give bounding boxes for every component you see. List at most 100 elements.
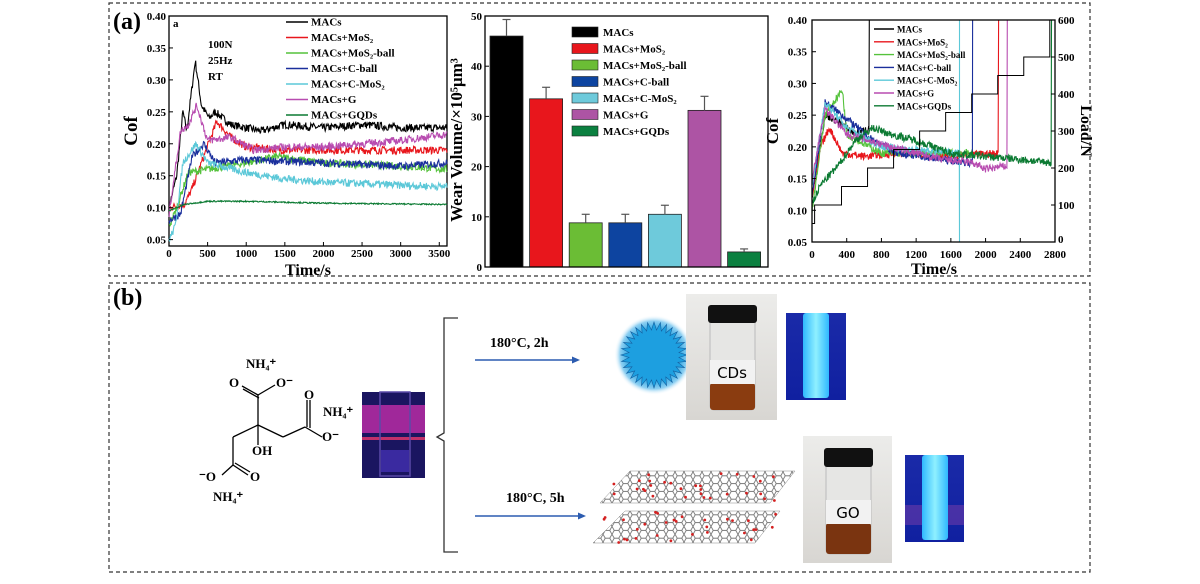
oxygen-atom xyxy=(731,519,734,522)
legend-label: MACs+C-ball xyxy=(603,77,669,89)
x-tick-label: 0 xyxy=(166,248,172,260)
x-tick-label: 2500 xyxy=(351,248,374,260)
bar xyxy=(648,213,682,268)
series-line-1 xyxy=(168,119,448,212)
y2-tick-label: 100 xyxy=(1058,200,1075,212)
legend: MACs MACs+MoS₂ MACs+MoS₂-ball MACs+C-ball MA… xyxy=(286,17,395,122)
legend-label: MACs+GQDs xyxy=(897,101,952,111)
legend-label: MACs+C-ball xyxy=(897,63,952,73)
y-tick-label: 0.25 xyxy=(147,107,167,119)
legend-label: MACs xyxy=(603,27,634,39)
carboxyl-o-left: O xyxy=(250,469,260,484)
x-tick-label: 1600 xyxy=(940,249,963,261)
series-line-6 xyxy=(168,199,448,212)
panel-b-frame xyxy=(108,282,1091,573)
y-tick-label: 0.10 xyxy=(788,205,808,217)
y-tick-label: 0.40 xyxy=(788,15,808,27)
panel-a-frame xyxy=(108,2,1091,277)
oxygen-atom xyxy=(772,475,775,479)
oxygen-atom xyxy=(635,527,639,531)
y-tick-label: 0.40 xyxy=(147,11,167,23)
y-axis-label: Wear Volume/×10⁵μm³ xyxy=(447,58,466,222)
ammonium-citrate-structure xyxy=(221,384,323,476)
legend-label: MACs+G xyxy=(897,89,934,99)
legend-label: MACs+MoS₂-ball xyxy=(311,48,395,60)
corner-label: a xyxy=(173,18,179,30)
oxygen-atom xyxy=(773,499,776,502)
oxygen-atom xyxy=(684,495,687,499)
bar xyxy=(727,251,761,268)
series-line-5 xyxy=(811,19,1008,182)
y-tick-label: 0.05 xyxy=(147,235,167,247)
oxygen-atom xyxy=(706,531,709,534)
annotation-frequency: 25Hz xyxy=(208,55,233,67)
legend-label: MACs+MoS₂-ball xyxy=(603,60,687,72)
carboxylate-o-left: ⁻O xyxy=(199,469,216,484)
graphene-oxide-sheets xyxy=(592,470,796,544)
legend: MACs MACs+MoS₂ MACs+MoS₂-ball MACs+C-ball MA… xyxy=(874,25,966,111)
legend-label: MACs xyxy=(311,17,342,29)
y-tick-label: 0.15 xyxy=(788,174,808,186)
legend-swatch xyxy=(571,59,599,71)
annotation-temperature: RT xyxy=(208,71,224,83)
series-line-0 xyxy=(168,60,448,212)
y-tick-label: 0.35 xyxy=(147,43,167,55)
y-axis-label: Cof xyxy=(121,116,142,146)
go-uv-photo xyxy=(905,455,964,542)
bar xyxy=(489,35,524,268)
panel-b-label: (b) xyxy=(113,285,142,311)
y-tick-label: 20 xyxy=(471,162,483,174)
oxygen-atom xyxy=(656,512,659,515)
y-tick-label: 0.30 xyxy=(147,75,167,87)
oxygen-atom xyxy=(634,537,638,540)
cof-load-chart: 0 400 800 1200 1600 2000 2400 28000.050.100.150… xyxy=(763,15,1094,278)
oxygen-atom xyxy=(699,492,703,496)
condition-bottom: 180°C, 5h xyxy=(506,491,565,506)
legend-label: MACs+MoS₂-ball xyxy=(897,50,966,60)
nh4-right: NH₄⁺ xyxy=(323,404,353,419)
series-line-0 xyxy=(811,19,870,198)
x-axis-label: Time/s xyxy=(911,261,957,278)
oxygen-atom xyxy=(643,489,647,492)
x-tick-label: 2000 xyxy=(312,248,335,260)
legend-label: MACs+MoS₂ xyxy=(897,37,948,47)
precursor-uv-photo xyxy=(362,391,425,478)
x-tick-label: 800 xyxy=(873,249,890,261)
oxygen-atom xyxy=(648,479,652,483)
arrow-top xyxy=(475,356,580,364)
legend-label: MACs+GQDs xyxy=(311,110,378,122)
bar xyxy=(568,222,603,268)
y2-tick-label: 600 xyxy=(1058,15,1075,27)
oxygen-atom xyxy=(745,491,748,495)
cds-uv-photo xyxy=(786,313,846,400)
oxygen-atom xyxy=(774,512,777,516)
oxygen-atom xyxy=(754,528,758,531)
y2-axis-label: Load/N xyxy=(1077,105,1094,157)
nh4-bottom: NH₄⁺ xyxy=(213,489,243,504)
y-tick-label: 40 xyxy=(471,61,483,73)
bar xyxy=(687,109,722,268)
cds-vial-photo: CDs xyxy=(686,294,777,420)
x-tick-label: 500 xyxy=(199,248,216,260)
oxygen-atom xyxy=(612,492,616,496)
oxygen-atom xyxy=(708,496,712,500)
oxygen-atom xyxy=(749,538,753,542)
oxygen-atom xyxy=(763,497,766,501)
condition-top: 180°C, 2h xyxy=(490,336,549,351)
legend-swatch xyxy=(571,43,599,54)
carboxyl-o-top: O xyxy=(229,375,239,390)
oxygen-atom xyxy=(699,488,703,491)
x-tick-label: 1200 xyxy=(905,249,928,261)
oxygen-atom xyxy=(752,475,756,478)
x-tick-label: 0 xyxy=(809,249,815,261)
oxygen-atom xyxy=(617,541,621,544)
legend-label: MACs+MoS₂ xyxy=(311,32,374,44)
legend-label: MACs+C-MoS₂ xyxy=(897,76,958,86)
go-vial-photo: GO xyxy=(803,436,892,563)
oxygen-atom xyxy=(752,528,756,532)
oxygen-atom xyxy=(625,538,629,542)
oxygen-atom xyxy=(694,484,698,488)
bar xyxy=(608,222,643,268)
